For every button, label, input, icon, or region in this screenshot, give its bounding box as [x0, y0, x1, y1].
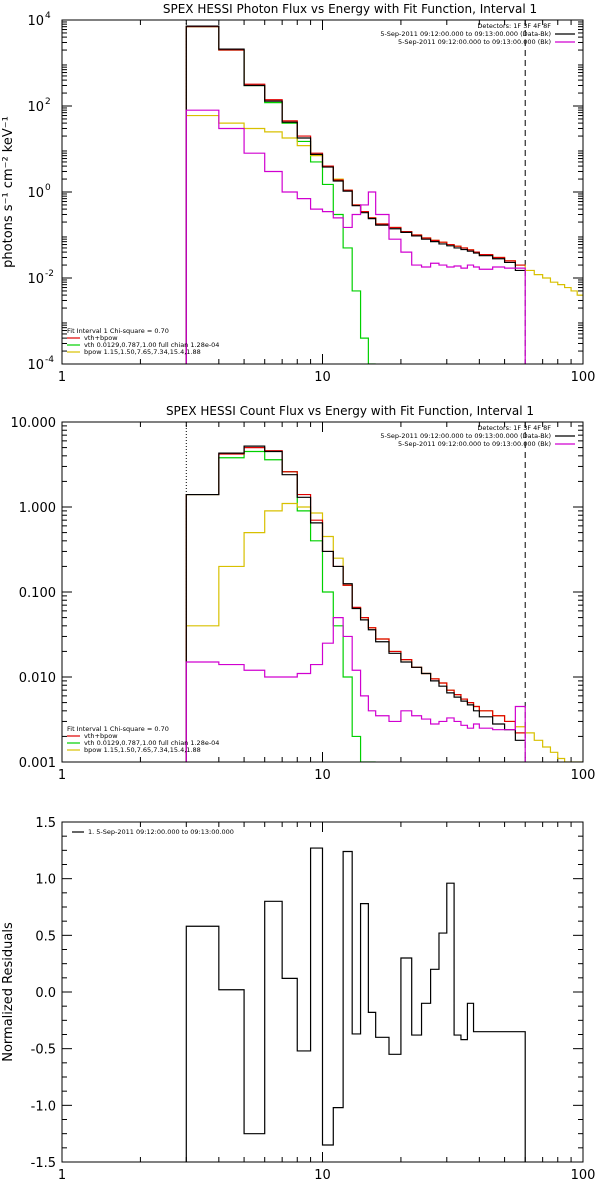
- legend-entry-label: 5-Sep-2011 09:12:00.000 to 09:13:00.000 …: [380, 432, 551, 440]
- y-tick-label: 10: [27, 14, 44, 29]
- y-tick-label: 0.100: [19, 586, 56, 601]
- y-tick-exponent: 2: [45, 97, 51, 107]
- y-tick-label: 0.0: [35, 986, 56, 1001]
- x-tick-label: 100: [571, 370, 596, 385]
- legend-top-left: 1. 5-Sep-2011 09:12:00.000 to 09:13:00.0…: [72, 828, 234, 836]
- residuals-panel: Normalized Residuals 1 10 100 -1.5 -1.0 -0.5 0…: [1, 816, 595, 1183]
- y-axis-label: Normalized Residuals: [1, 922, 16, 1062]
- series-group: [185, 847, 526, 1162]
- y-tick-label: 10: [27, 358, 44, 373]
- plot-frame: [61, 19, 584, 365]
- legend-entry-label: bpow 1.15,1.50,7.65,7.34,15.4,1.88: [84, 348, 201, 356]
- series-thermal-line: [185, 26, 376, 364]
- y-tick-label: 10: [27, 186, 44, 201]
- y-tick-exponent: 4: [45, 11, 51, 21]
- y-tick-label: 10.000: [11, 416, 57, 431]
- legend-bottom-left: Fit Interval 1 Chi-square = 0.70vth+bpow…: [67, 327, 219, 356]
- legend-entry-label: vth+bpow: [84, 334, 118, 342]
- legend-entry-label: 5-Sep-2011 09:12:00.000 to 09:13:00.000 …: [398, 38, 551, 46]
- plot-frame: [61, 421, 584, 763]
- y-tick-label: 1.0: [35, 873, 56, 888]
- legend-bottom-left: Fit Interval 1 Chi-square = 0.70vth+bpow…: [67, 725, 219, 754]
- y-tick-label: 0.010: [19, 671, 56, 686]
- x-tick-label: 1: [58, 370, 66, 385]
- y-tick-label: 0.001: [19, 756, 56, 771]
- series-total-line: [185, 445, 526, 762]
- plot-frame: [61, 821, 584, 1163]
- series-residuals-line: [185, 847, 526, 1162]
- legend-top-right: Detectors: 1F 3F 4F 8F5-Sep-2011 09:12:0…: [380, 22, 575, 46]
- y-tick-label: 1.5: [35, 816, 56, 831]
- y-tick-label: 1.000: [19, 501, 56, 516]
- series-fit-line: [185, 446, 526, 762]
- legend-entry-label: vth 0.0129,0.787,1.00 full chian 1.28e-0…: [84, 341, 219, 349]
- series-total-line: [185, 25, 526, 364]
- y-tick-label: -1.0: [31, 1099, 56, 1114]
- plot-area: 1 10 100 0.001 0.010 0.100 1.000 10.000: [11, 416, 596, 783]
- y-axis-label: photons s⁻¹ cm⁻² keV⁻¹: [1, 116, 16, 268]
- legend-top-right: Detectors: 1F 3F 4F 8F5-Sep-2011 09:12:0…: [380, 424, 575, 448]
- y-tick-exponent: -2: [45, 269, 54, 279]
- x-tick-label: 1: [58, 768, 66, 783]
- count-flux-panel: SPEX HESSI Count Flux vs Energy with Fit…: [11, 404, 596, 783]
- x-tick-label: 10: [314, 370, 331, 385]
- x-minor-ticks: [62, 20, 583, 364]
- y-tick-label: -1.5: [31, 1156, 56, 1171]
- y-tick-exponent: -4: [45, 355, 54, 365]
- series-thermal-line: [185, 450, 376, 762]
- series-background-line: [185, 109, 526, 364]
- plot-area: 1 10 100 -1.5 -1.0 -0.5 0.0 0.5 1.0 1.5: [31, 816, 596, 1183]
- x-minor-ticks: [62, 822, 583, 1162]
- series-group: [185, 25, 583, 364]
- legend-entry-label: 5-Sep-2011 09:12:00.000 to 09:13:00.000 …: [398, 440, 551, 448]
- x-tick-label: 100: [571, 768, 596, 783]
- x-tick-label: 100: [571, 1168, 596, 1183]
- legend-entry-label: 1. 5-Sep-2011 09:12:00.000 to 09:13:00.0…: [88, 828, 234, 836]
- legend-entry-label: Fit Interval 1 Chi-square = 0.70: [67, 327, 169, 335]
- y-tick-label: -0.5: [31, 1043, 56, 1058]
- series-group: [185, 445, 583, 762]
- x-minor-ticks: [62, 422, 583, 762]
- panel-title: SPEX HESSI Count Flux vs Energy with Fit…: [166, 404, 534, 418]
- legend-entry-label: Detectors: 1F 3F 4F 8F: [477, 22, 551, 30]
- legend-entry-label: Detectors: 1F 3F 4F 8F: [477, 424, 551, 432]
- x-tick-label: 10: [314, 768, 331, 783]
- panel-title: SPEX HESSI Photon Flux vs Energy with Fi…: [163, 2, 537, 16]
- photon-flux-panel: SPEX HESSI Photon Flux vs Energy with Fi…: [1, 2, 595, 385]
- y-tick-label: 10: [27, 272, 44, 287]
- y-tick-label: 10: [27, 100, 44, 115]
- x-tick-label: 10: [314, 1168, 331, 1183]
- legend-entry-label: Fit Interval 1 Chi-square = 0.70: [67, 725, 169, 733]
- y-tick-exponent: 0: [45, 183, 51, 193]
- y-tick-label: 0.5: [35, 929, 56, 944]
- legend-entry-label: bpow 1.15,1.50,7.65,7.34,15.4,1.88: [84, 746, 201, 754]
- legend-entry-label: vth 0.0129,0.787,1.00 full chian 1.28e-0…: [84, 739, 219, 747]
- series-fit-line: [185, 26, 526, 364]
- series-powerlaw-line: [185, 502, 583, 762]
- legend-entry-label: vth+bpow: [84, 732, 118, 740]
- x-tick-label: 1: [58, 1168, 66, 1183]
- series-background-line: [185, 616, 526, 762]
- legend-entry-label: 5-Sep-2011 09:12:00.000 to 09:13:00.000 …: [380, 30, 551, 38]
